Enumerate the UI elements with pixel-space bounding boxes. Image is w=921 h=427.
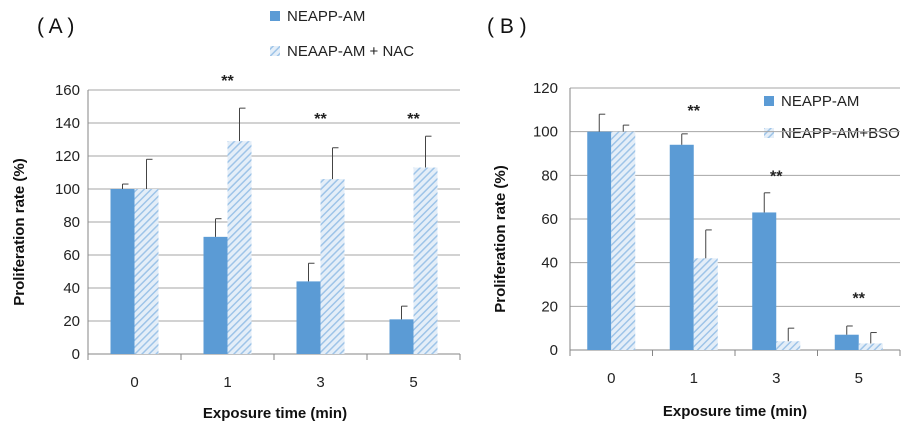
y-tick-label-a: 160 xyxy=(55,82,80,99)
legend-swatch-b-solid xyxy=(764,96,774,106)
x-tick-label-b: 1 xyxy=(690,370,698,387)
panel-label-a: ( A ) xyxy=(37,15,74,38)
bar-b-series1 xyxy=(693,258,718,350)
bar-a-series0 xyxy=(389,319,414,354)
y-axis-title-b: Proliferation rate (%) xyxy=(492,165,509,313)
significance-label-a: ** xyxy=(314,111,327,128)
y-tick-label-b: 0 xyxy=(550,342,558,359)
x-tick-label-b: 5 xyxy=(855,370,863,387)
bar-a-series0 xyxy=(110,189,135,354)
legend-label-a-1: NEAAP-AM + NAC xyxy=(287,43,414,60)
legend-a: NEAPP-AM NEAAP-AM + NAC xyxy=(270,8,414,60)
y-tick-label-a: 120 xyxy=(55,148,80,165)
y-tick-label-a: 0 xyxy=(72,346,80,363)
bar-a-series1 xyxy=(320,179,345,354)
x-axis-title-b: Exposure time (min) xyxy=(663,403,807,420)
legend-swatch-b-hatched xyxy=(764,128,774,138)
y-tick-label-b: 120 xyxy=(533,80,558,97)
bar-b-series1 xyxy=(858,343,883,350)
y-tick-label-b: 40 xyxy=(541,255,558,272)
x-tick-label-a: 3 xyxy=(316,374,324,391)
x-tick-label-a: 5 xyxy=(409,374,417,391)
bar-a-series1 xyxy=(413,167,438,354)
significance-label-b: ** xyxy=(688,103,701,120)
chart-panel-a: ( A ) Proliferation rate (%) Exposure ti… xyxy=(11,8,461,422)
x-tick-label-a: 0 xyxy=(130,374,138,391)
legend-swatch-a-solid xyxy=(270,11,280,21)
y-tick-label-b: 100 xyxy=(533,124,558,141)
y-tick-label-a: 40 xyxy=(63,280,80,297)
legend-label-b-0: NEAPP-AM xyxy=(781,93,859,110)
bar-b-series0 xyxy=(752,212,777,350)
x-tick-label-b: 0 xyxy=(607,370,615,387)
y-tick-label-a: 20 xyxy=(63,313,80,330)
bar-a-series1 xyxy=(134,189,159,354)
significance-label-a: ** xyxy=(221,73,234,90)
bar-b-series1 xyxy=(776,341,801,350)
significance-label-b: ** xyxy=(770,168,783,185)
bar-b-series1 xyxy=(611,131,636,350)
x-axis-title-a: Exposure time (min) xyxy=(203,405,347,422)
y-tick-label-b: 20 xyxy=(541,298,558,315)
significance-label-a: ** xyxy=(407,111,420,128)
panel-label-b: ( B ) xyxy=(487,15,527,38)
y-tick-label-a: 140 xyxy=(55,115,80,132)
legend-b: NEAPP-AM NEAPP-AM+BSO xyxy=(764,93,900,142)
y-tick-label-a: 100 xyxy=(55,181,80,198)
legend-label-a-0: NEAPP-AM xyxy=(287,8,365,25)
bar-a-series0 xyxy=(203,236,228,354)
y-tick-label-b: 80 xyxy=(541,167,558,184)
y-tick-label-b: 60 xyxy=(541,211,558,228)
significance-label-b: ** xyxy=(853,291,866,308)
legend-label-b-1: NEAPP-AM+BSO xyxy=(781,125,900,142)
x-tick-label-b: 3 xyxy=(772,370,780,387)
bar-a-series0 xyxy=(296,281,321,354)
bar-b-series0 xyxy=(669,144,694,350)
legend-swatch-a-hatched xyxy=(270,46,280,56)
y-tick-label-a: 80 xyxy=(63,214,80,231)
chart-panel-b: ( B ) Proliferation rate (%) Exposure ti… xyxy=(487,15,901,420)
x-tick-label-a: 1 xyxy=(223,374,231,391)
y-axis-title-a: Proliferation rate (%) xyxy=(11,158,28,306)
bar-b-series0 xyxy=(834,334,859,350)
bar-a-series1 xyxy=(227,141,252,354)
bar-b-series0 xyxy=(587,131,612,350)
y-tick-label-a: 60 xyxy=(63,247,80,264)
